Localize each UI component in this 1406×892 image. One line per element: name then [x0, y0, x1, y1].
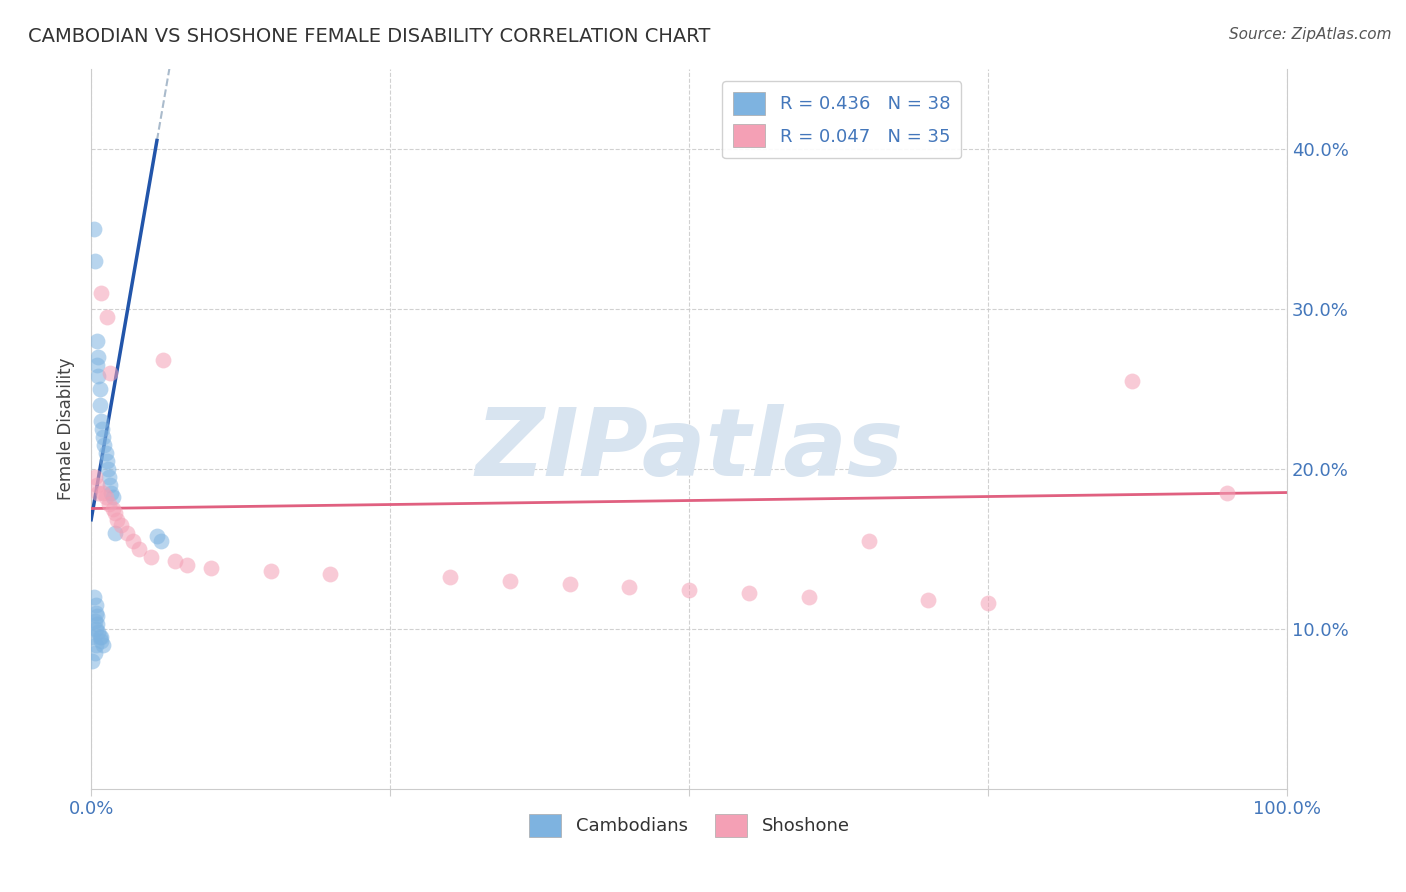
- Point: [115, 525, 138, 540]
- Text: CAMBODIAN VS SHOSHONE FEMALE DISABILITY CORRELATION CHART: CAMBODIAN VS SHOSHONE FEMALE DISABILITY …: [28, 27, 710, 45]
- Point: [259, 564, 281, 578]
- Point: [977, 596, 1000, 610]
- Point: [107, 513, 129, 527]
- Point: [163, 554, 186, 568]
- Point: [98, 497, 121, 511]
- Point: [98, 366, 121, 380]
- Point: [96, 453, 118, 467]
- Point: [83, 590, 105, 604]
- Point: [82, 630, 104, 644]
- Point: [104, 525, 127, 540]
- Point: [84, 598, 107, 612]
- Point: [98, 477, 121, 491]
- Point: [101, 491, 124, 505]
- Point: [200, 560, 222, 574]
- Point: [110, 517, 132, 532]
- Point: [122, 533, 145, 548]
- Point: [90, 421, 112, 435]
- Point: [917, 592, 939, 607]
- Point: [152, 352, 174, 367]
- Point: [97, 461, 120, 475]
- Point: [89, 630, 111, 644]
- Point: [90, 634, 112, 648]
- Point: [100, 485, 122, 500]
- Point: [87, 350, 110, 364]
- Legend: Cambodians, Shoshone: Cambodians, Shoshone: [522, 806, 856, 845]
- Point: [128, 541, 150, 556]
- Point: [83, 646, 105, 660]
- Point: [101, 501, 124, 516]
- Point: [91, 429, 114, 443]
- Point: [558, 576, 581, 591]
- Point: [797, 590, 820, 604]
- Point: [86, 334, 108, 348]
- Point: [86, 616, 108, 631]
- Point: [94, 491, 117, 505]
- Point: [86, 358, 108, 372]
- Point: [91, 638, 114, 652]
- Point: [104, 506, 127, 520]
- Point: [91, 485, 114, 500]
- Point: [90, 285, 112, 300]
- Point: [86, 608, 108, 623]
- Point: [84, 622, 107, 636]
- Point: [93, 437, 115, 451]
- Point: [738, 586, 761, 600]
- Point: [439, 570, 461, 584]
- Point: [90, 413, 112, 427]
- Point: [1216, 485, 1239, 500]
- Point: [87, 624, 110, 639]
- Point: [84, 606, 107, 620]
- Point: [319, 567, 342, 582]
- Point: [1121, 374, 1143, 388]
- Y-axis label: Female Disability: Female Disability: [58, 358, 75, 500]
- Point: [87, 485, 110, 500]
- Point: [678, 583, 700, 598]
- Point: [94, 445, 117, 459]
- Point: [83, 469, 105, 483]
- Point: [96, 310, 118, 324]
- Point: [176, 558, 198, 572]
- Point: [83, 614, 105, 628]
- Point: [89, 398, 111, 412]
- Point: [146, 529, 169, 543]
- Point: [83, 221, 105, 235]
- Point: [619, 580, 641, 594]
- Text: Source: ZipAtlas.com: Source: ZipAtlas.com: [1229, 27, 1392, 42]
- Point: [499, 574, 522, 588]
- Point: [83, 253, 105, 268]
- Point: [98, 469, 121, 483]
- Point: [86, 477, 108, 491]
- Text: ZIPatlas: ZIPatlas: [475, 404, 903, 496]
- Point: [90, 630, 112, 644]
- Point: [139, 549, 162, 564]
- Point: [84, 638, 107, 652]
- Point: [858, 533, 880, 548]
- Point: [149, 533, 172, 548]
- Point: [82, 654, 104, 668]
- Point: [87, 368, 110, 383]
- Point: [89, 382, 111, 396]
